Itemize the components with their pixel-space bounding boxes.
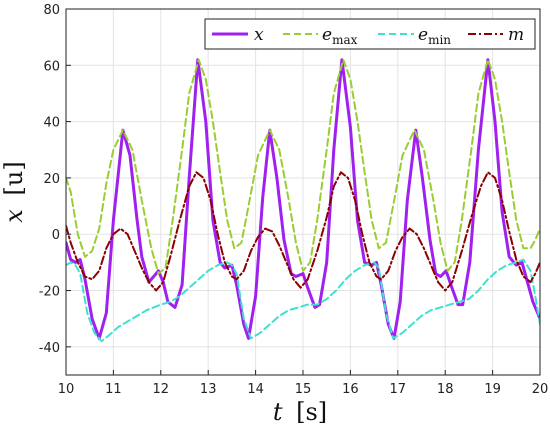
x-axis-label: t [s] [273,398,327,426]
x-tick-label: 20 [532,382,549,397]
x-tick-label: 13 [200,382,217,397]
y-axis-variable: x [0,209,28,223]
series-line-m [66,171,540,292]
x-tick-label: 10 [58,382,75,397]
legend-label-e-min: emin [418,25,451,47]
x-tick-label: 12 [153,382,170,397]
y-tick-label: 80 [43,3,60,18]
legend-label-x: x [254,25,264,45]
x-tick-label: 11 [105,382,122,397]
legend-label-m: m [508,25,524,45]
series-lines [66,58,540,343]
x-axis-unit: [s] [296,398,327,426]
y-tick-label: -40 [39,341,60,356]
x-tick-label: 16 [342,382,359,397]
y-tick-label: 0 [52,228,60,243]
x-axis-variable: t [273,398,283,426]
series-line-e-min [66,258,540,343]
y-tick-label: -20 [39,285,60,300]
y-tick-label: 60 [43,59,60,74]
y-tick-label: 20 [43,172,60,187]
x-tick-label: 15 [295,382,312,397]
legend: x emax emin m [204,18,536,50]
y-tick-label: 40 [43,116,60,131]
legend-label-e-max: emax [322,25,358,47]
x-tick-label: 19 [484,382,501,397]
series-line-e-max [66,58,540,275]
x-tick-label: 17 [390,382,407,397]
x-tick-label: 18 [437,382,454,397]
y-axis-unit: [u] [0,161,28,195]
series-line-x [66,58,540,340]
axis-ticks: 10 11 12 13 14 15 16 17 18 19 20 -40 -20 0 20 40 60 80 [39,3,549,397]
x-tick-label: 14 [247,382,264,397]
y-axis-label: x [u] [0,161,28,222]
